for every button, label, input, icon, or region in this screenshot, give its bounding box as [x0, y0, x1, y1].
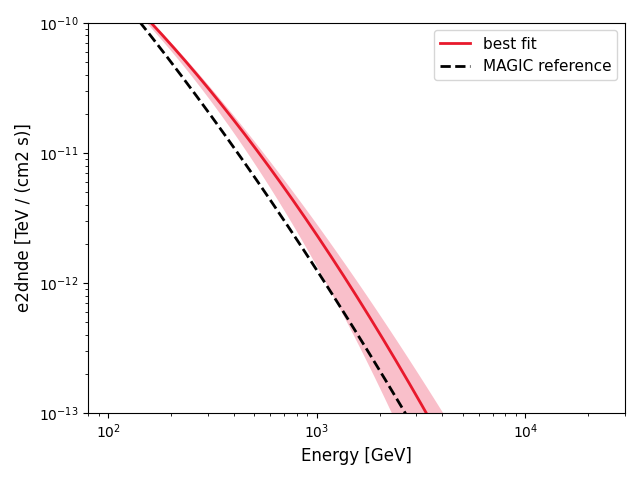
MAGIC reference	[339, 308, 347, 314]
MAGIC reference	[374, 366, 382, 372]
Legend: best fit, MAGIC reference: best fit, MAGIC reference	[434, 30, 618, 80]
X-axis label: Energy [GeV]: Energy [GeV]	[301, 447, 412, 465]
Y-axis label: e2dnde [TeV / (cm2 s)]: e2dnde [TeV / (cm2 s)]	[15, 123, 33, 312]
Line: best fit: best fit	[88, 0, 625, 480]
Line: MAGIC reference: MAGIC reference	[88, 0, 625, 480]
MAGIC reference	[404, 414, 412, 420]
best fit	[339, 272, 347, 278]
best fit	[342, 277, 350, 283]
best fit	[374, 329, 382, 335]
MAGIC reference	[342, 313, 350, 319]
best fit	[404, 378, 412, 384]
